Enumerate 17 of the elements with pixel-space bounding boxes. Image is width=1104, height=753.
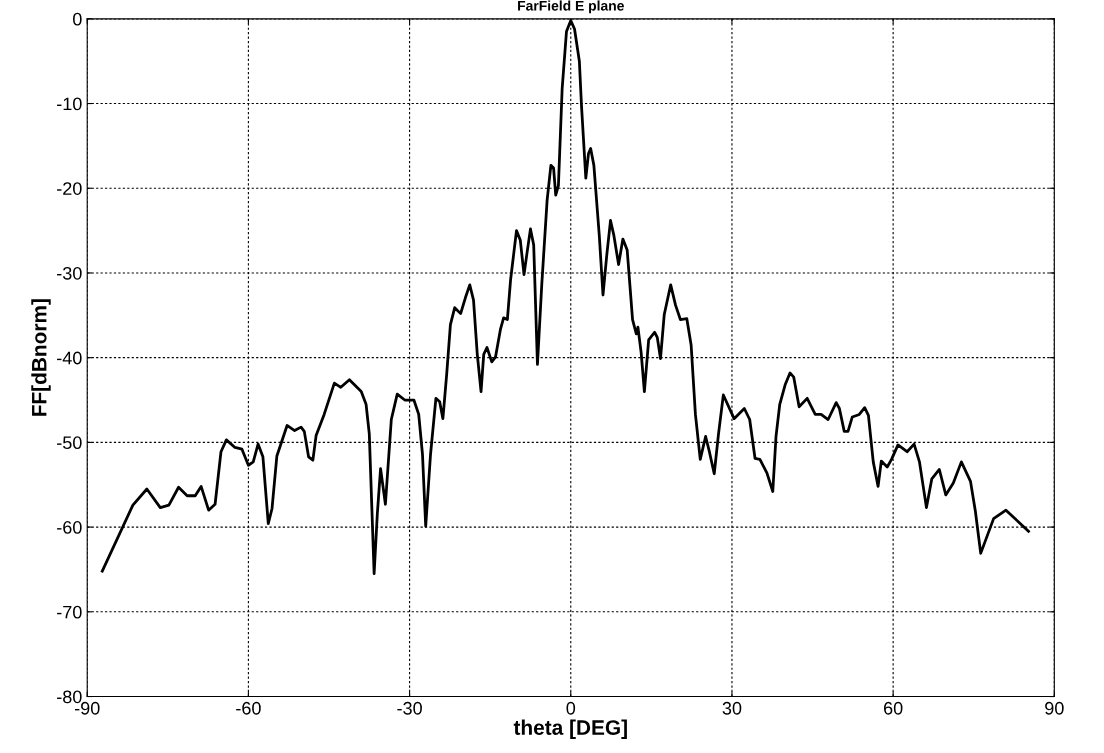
y-tick-label: 0 <box>73 12 82 26</box>
x-tick-label: 60 <box>884 701 903 715</box>
y-tick-label: -10 <box>57 97 82 111</box>
y-axis-title: FF[dBnorm] <box>31 299 51 416</box>
x-axis-title: theta [DEG] <box>513 719 627 740</box>
x-tick-label: 30 <box>722 701 742 715</box>
y-tick-label: -50 <box>57 436 82 450</box>
x-tick-label: -60 <box>236 701 261 715</box>
x-tick-label: -30 <box>397 701 422 715</box>
y-tick-label: -30 <box>57 266 82 280</box>
y-tick-label: -60 <box>57 521 82 534</box>
y-tick-label: -70 <box>57 605 82 619</box>
y-tick-label: -40 <box>57 351 82 365</box>
y-tick-label: -20 <box>57 182 82 195</box>
chart-title: FarField E plane <box>518 0 624 14</box>
x-tick-label: 90 <box>1045 701 1064 715</box>
x-tick-label: 0 <box>566 701 576 715</box>
